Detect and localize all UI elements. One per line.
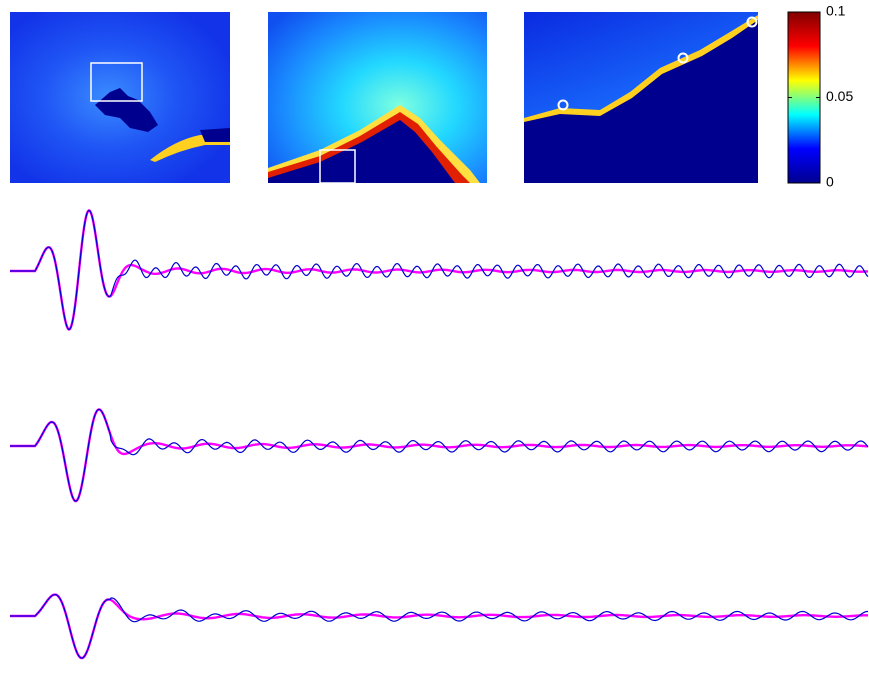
map-panel-2 (268, 12, 487, 183)
waveform (10, 408, 869, 503)
waveforms (10, 208, 869, 660)
colorbar-tick-label: 0.05 (826, 88, 853, 104)
map-panel-1 (10, 12, 230, 183)
waveform (10, 408, 869, 502)
colorbar-scale (787, 11, 821, 184)
colorbar-tick-label: 0.1 (826, 3, 846, 19)
waveform (10, 209, 869, 331)
waveform (10, 208, 869, 331)
colorbar: 0 0.05 0.1 (787, 3, 853, 190)
colorbar-tick-label: 0 (826, 174, 834, 190)
waveform (10, 593, 868, 660)
waveform (10, 593, 868, 659)
map-panel-3 (524, 12, 758, 183)
